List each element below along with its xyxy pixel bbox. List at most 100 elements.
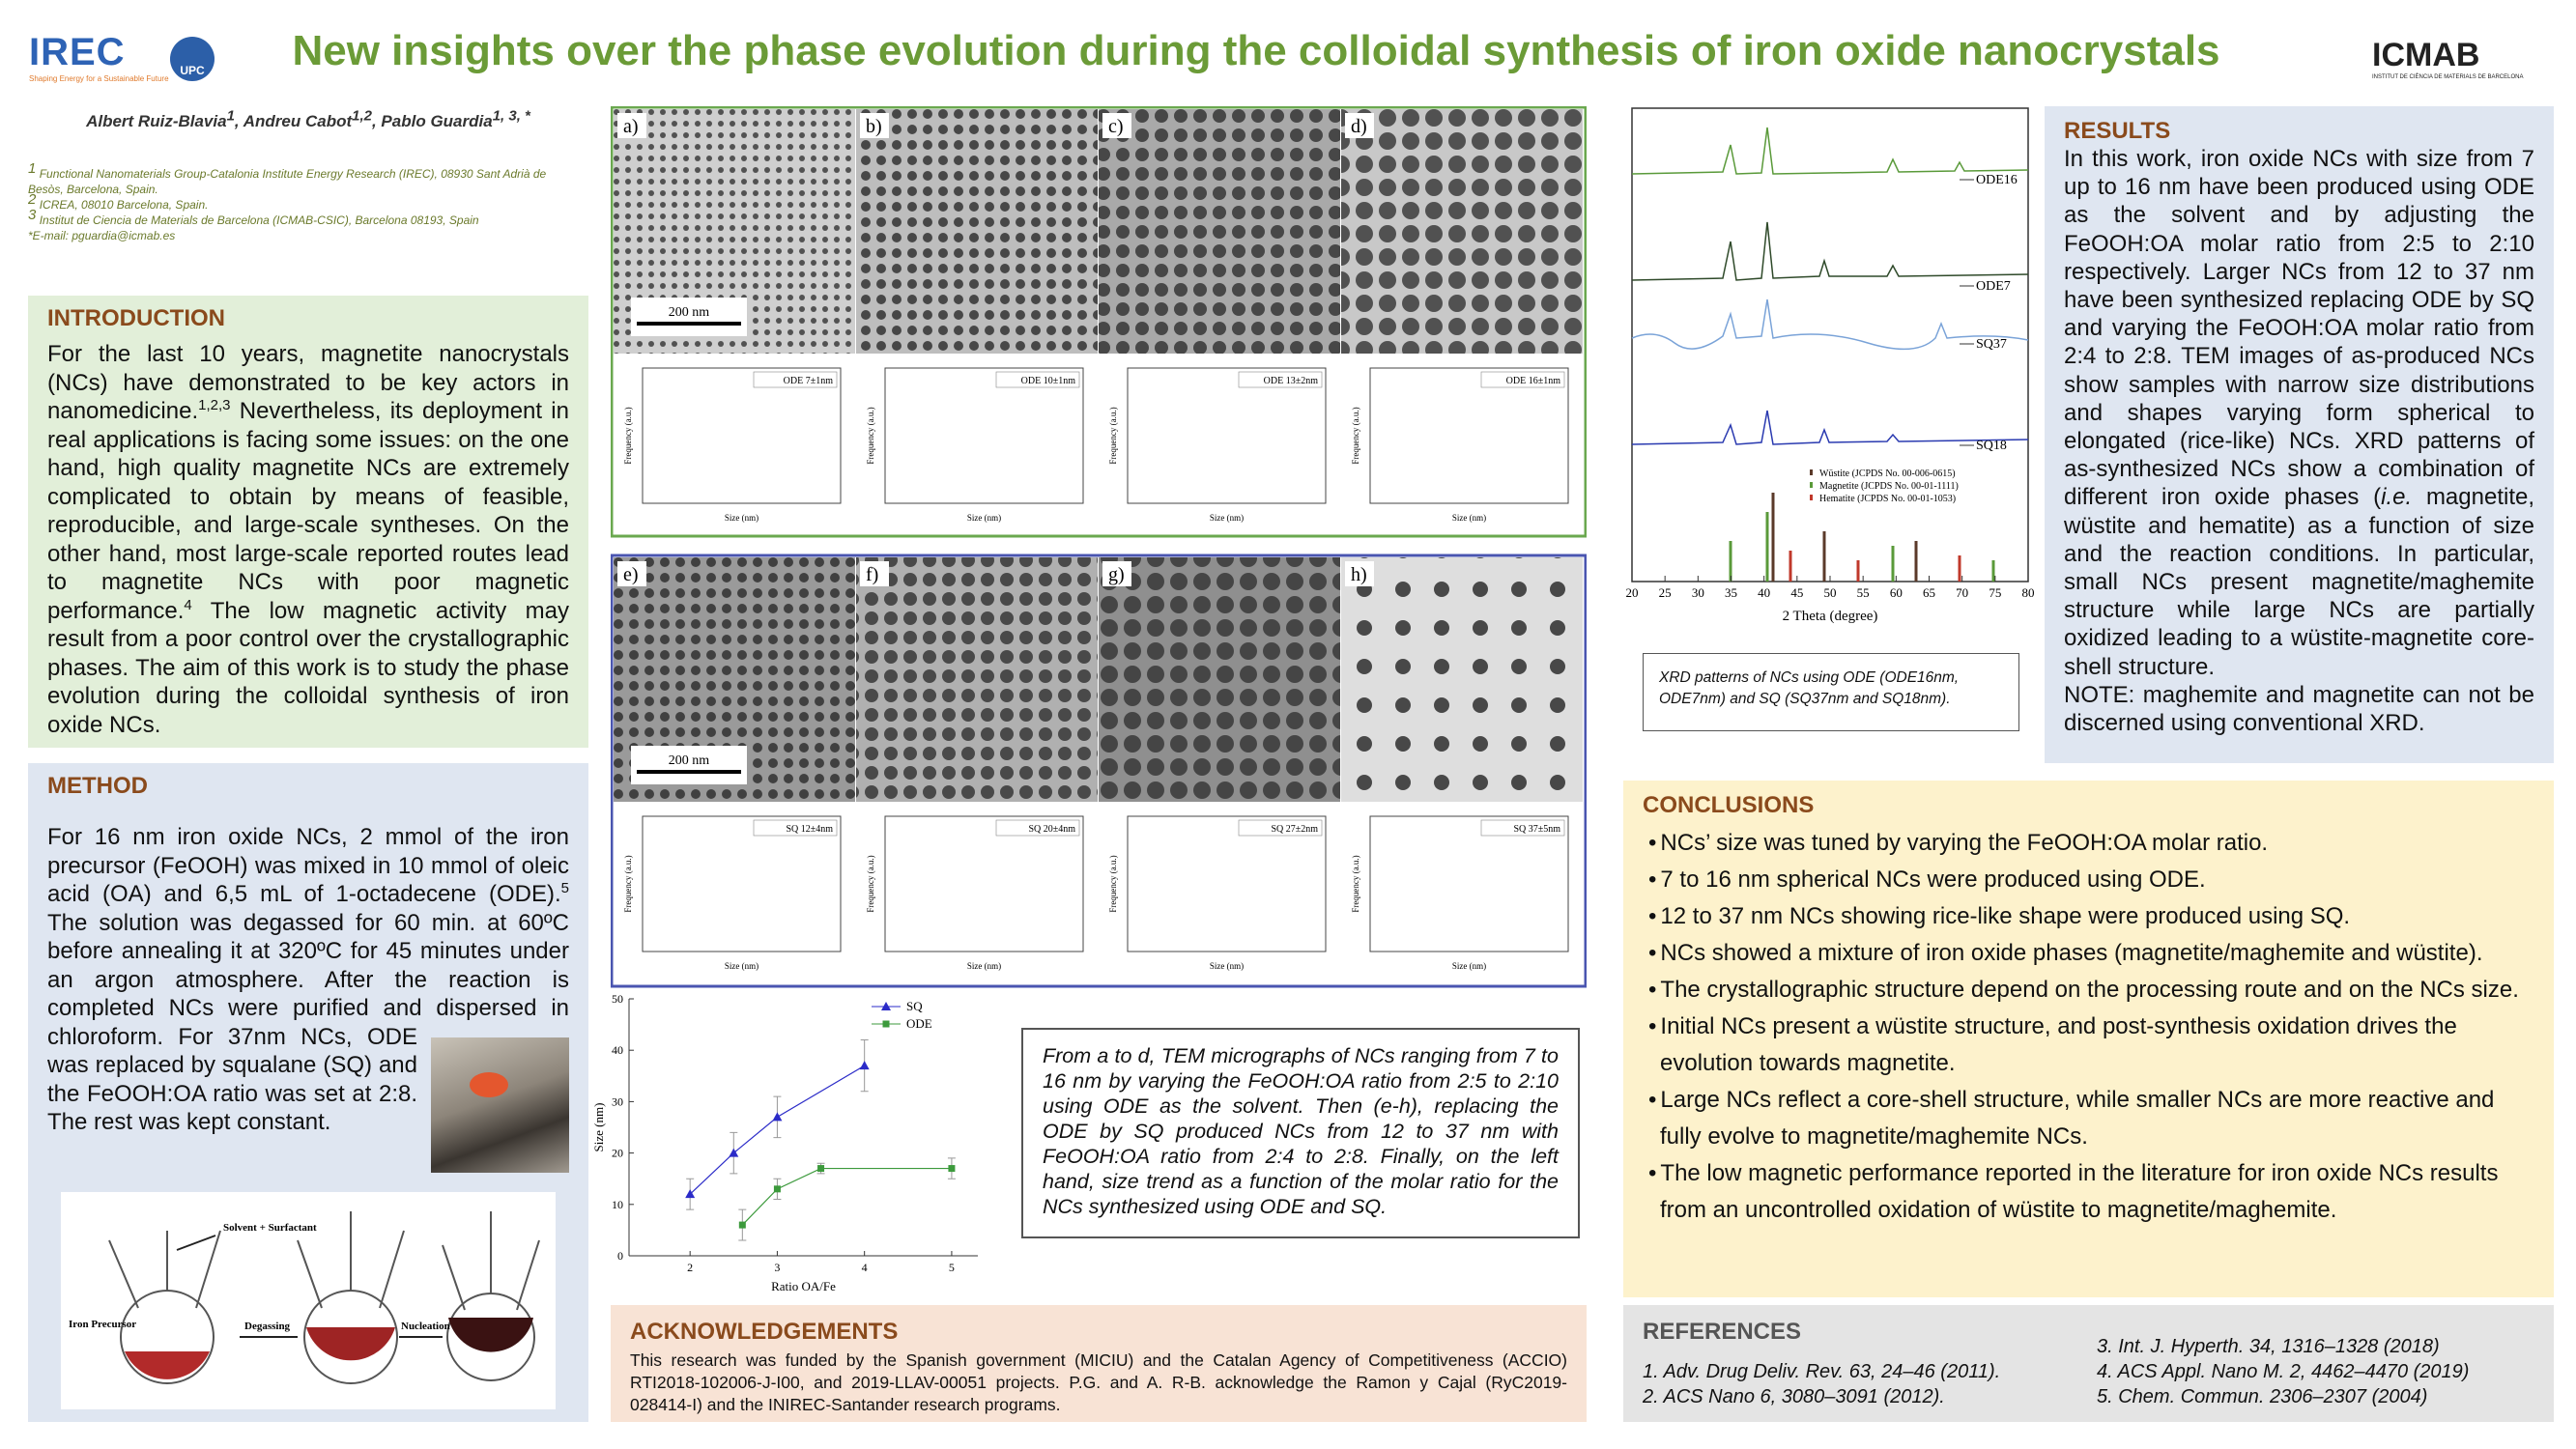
- hist-frame: [1127, 815, 1327, 952]
- series-line: [741, 1167, 952, 1226]
- reference-col: 3. Int. J. Hyperth. 34, 1316–1328 (2018)…: [2097, 1334, 2469, 1409]
- panel-letter: b): [866, 116, 882, 137]
- text: In this work, iron oxide NCs with size f…: [2064, 146, 2534, 511]
- hist-xlabel: Size (nm): [967, 513, 1001, 523]
- x-tick-label: 60: [1890, 585, 1903, 600]
- point: [817, 1165, 825, 1173]
- tem-particles: [1099, 557, 1340, 802]
- arrow: [176, 1235, 216, 1251]
- affiliation-mark: *: [28, 229, 33, 242]
- affiliation-mark: 1: [28, 160, 37, 177]
- affiliation-text: Institut de Ciencia de Materials de Barc…: [39, 213, 479, 227]
- affiliation-text: ICREA, 08010 Barcelona, Spain.: [39, 198, 209, 212]
- series-line: [689, 1065, 865, 1195]
- point: [859, 1061, 870, 1070]
- letter-bg: [617, 113, 646, 138]
- hist-legend-label: ODE 7±1nm: [784, 376, 834, 386]
- letter-bg: [860, 113, 889, 138]
- legend-label: ODE: [906, 1016, 932, 1031]
- hist-xlabel: Size (nm): [1210, 513, 1244, 523]
- conclusion-item: • NCs’ size was tuned by varying the FeOO…: [1643, 825, 2534, 862]
- ref-label: Wüstite (JCPDS No. 00-006-0615): [1819, 469, 1956, 479]
- hist-legend: [1238, 371, 1323, 388]
- conclusion-text: NCs showed a mixture of iron oxide phase…: [1660, 940, 2483, 966]
- x-tick-label: 3: [774, 1261, 780, 1274]
- citation: 1,2,3: [198, 397, 231, 413]
- hist-frame: [642, 815, 842, 952]
- panel-letter: d): [1351, 116, 1367, 137]
- conclusion-item: • 7 to 16 nm spherical NCs were produced …: [1643, 862, 2534, 898]
- conclusion-text: 7 to 16 nm spherical NCs were produced u…: [1660, 867, 2206, 893]
- section-heading: RESULTS: [2064, 118, 2171, 144]
- x-axis-label: 2 Theta (degree): [1783, 609, 1878, 624]
- author-mark: 1, 3, *: [492, 107, 530, 125]
- hist-ylabel: Frequency (a.u.): [866, 407, 875, 464]
- affiliation-text: Functional Nanomaterials Group-Catalonia…: [28, 167, 547, 196]
- logo-icmab: ICMAB INSTITUT DE CIÈNCIA DE MATERIALS D…: [2372, 37, 2536, 80]
- hist-legend-label: ODE 10±1nm: [1021, 376, 1076, 386]
- panel-letter: e): [623, 564, 639, 585]
- xrd-trace: [1631, 221, 2029, 281]
- hist-frame: [642, 367, 842, 504]
- author-mark: 1,2: [352, 107, 372, 125]
- x-tick-label: 25: [1659, 585, 1672, 600]
- bullet: •: [1648, 977, 1657, 1003]
- conclusion-text: 12 to 37 nm NCs showing rice-like shape …: [1660, 903, 2351, 929]
- scale-bar-bg: [631, 298, 747, 336]
- affiliation: 3 Institut de Ciencia de Materials de Ba…: [28, 208, 579, 228]
- scale-bar-bg: [631, 746, 747, 784]
- acknowledgements: ACKNOWLEDGEMENTS This research was funde…: [611, 1305, 1587, 1422]
- letter-bg: [1345, 561, 1374, 586]
- hist-ylabel: Frequency (a.u.): [1351, 407, 1360, 464]
- point: [729, 1148, 739, 1157]
- hist-frame: [884, 367, 1084, 504]
- conclusion-item: • 12 to 37 nm NCs showing rice-like shape…: [1643, 898, 2534, 935]
- flasks: [108, 1211, 540, 1384]
- y-tick-label: 10: [612, 1198, 623, 1211]
- section-heading: ACKNOWLEDGEMENTS: [630, 1319, 899, 1345]
- conclusion-text: The low magnetic performance reported in…: [1660, 1160, 2499, 1223]
- letter-bg: [860, 561, 889, 586]
- liquid: [125, 1351, 210, 1379]
- xrd-trace: [1631, 410, 2029, 445]
- conclusion-text: The crystallographic structure depend on…: [1660, 977, 2519, 1003]
- hist-ylabel: Frequency (a.u.): [1351, 855, 1360, 912]
- logo-tagline: INSTITUT DE CIÈNCIA DE MATERIALS DE BARC…: [2372, 74, 2524, 80]
- panel-letter: c): [1108, 116, 1124, 137]
- panel-letter: f): [866, 564, 878, 585]
- hist-xlabel: Size (nm): [1452, 513, 1486, 523]
- x-tick-label: 70: [1956, 585, 1968, 600]
- legend-marker: [882, 1020, 890, 1028]
- hist-ylabel: Frequency (a.u.): [1108, 407, 1118, 464]
- conclusion-item: • The low magnetic performance reported i…: [1643, 1155, 2534, 1229]
- tem-particles: [1341, 109, 1583, 354]
- x-tick-label: 5: [949, 1261, 955, 1274]
- liquid: [306, 1327, 395, 1361]
- scheme-label: Nucleation: [401, 1321, 450, 1332]
- citation: 4: [184, 596, 192, 613]
- x-tick-label: 45: [1790, 585, 1803, 600]
- references: REFERENCES 1. Adv. Drug Deliv. Rev. 63, …: [1623, 1305, 2554, 1422]
- text: For the last 10 years, magnetite nanocry…: [47, 341, 569, 424]
- tem-particles: [856, 109, 1098, 354]
- bullet: •: [1648, 940, 1657, 966]
- y-tick-label: 40: [612, 1043, 623, 1057]
- hist-legend: [753, 371, 838, 388]
- x-tick-label: 30: [1692, 585, 1704, 600]
- x-tick-label: 75: [1989, 585, 2001, 600]
- logo-text: IREC: [29, 31, 126, 73]
- hist-xlabel: Size (nm): [725, 513, 758, 523]
- hist-legend-label: ODE 16±1nm: [1506, 376, 1561, 386]
- tem-caption: From a to d, TEM micrographs of NCs rang…: [1021, 1028, 1580, 1238]
- reference: 2. ACS Nano 6, 3080–3091 (2012).: [1643, 1386, 1945, 1407]
- hist-legend: [1238, 819, 1323, 837]
- section-text: In this work, iron oxide NCs with size f…: [2064, 145, 2534, 681]
- x-tick-label: 4: [862, 1261, 868, 1274]
- note: NOTE: maghemite and magnetite can not be…: [2064, 681, 2534, 737]
- conclusions: CONCLUSIONS • NCs’ size was tuned by vary…: [1623, 781, 2554, 1297]
- hist-legend: [995, 819, 1080, 837]
- hist-legend-label: SQ 37±5nm: [1513, 824, 1560, 835]
- text-italic: i.e.: [2381, 484, 2413, 511]
- x-tick-label: 80: [2022, 585, 2035, 600]
- x-tick-label: 65: [1923, 585, 1935, 600]
